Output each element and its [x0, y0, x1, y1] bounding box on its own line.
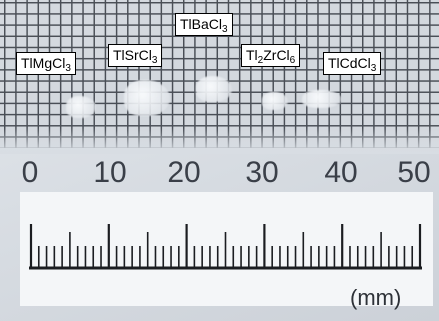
label-tlsrcl3: TlSrCl3	[108, 44, 163, 67]
ruler-ticks	[29, 224, 422, 270]
ruler-number-10: 10	[93, 156, 127, 189]
ruler-number-40: 40	[324, 156, 358, 189]
sample-tlcdcl3	[302, 90, 342, 108]
label-tl2zrcl6: Tl2ZrCl6	[241, 44, 301, 67]
label-tlmgcl3: TlMgCl3	[16, 52, 76, 75]
label-tlcdcl3: TlCdCl3	[323, 52, 382, 75]
ruler-numbers: 0 10 20 30 40 50	[0, 152, 439, 192]
sample-tl2zrcl6	[262, 92, 288, 110]
unit-label: (mm)	[350, 285, 402, 310]
ruler-number-30: 30	[245, 156, 279, 189]
ruler-number-20: 20	[167, 156, 201, 189]
ruler-number-50: 50	[397, 156, 431, 189]
ruler-scale	[20, 192, 433, 306]
label-tlbacl3: TlBaCl3	[175, 13, 233, 36]
sample-tlsrcl3	[124, 80, 170, 116]
sample-tlbacl3	[196, 76, 232, 102]
ruler-number-0: 0	[21, 156, 39, 189]
sample-tlmgcl3	[66, 96, 96, 118]
